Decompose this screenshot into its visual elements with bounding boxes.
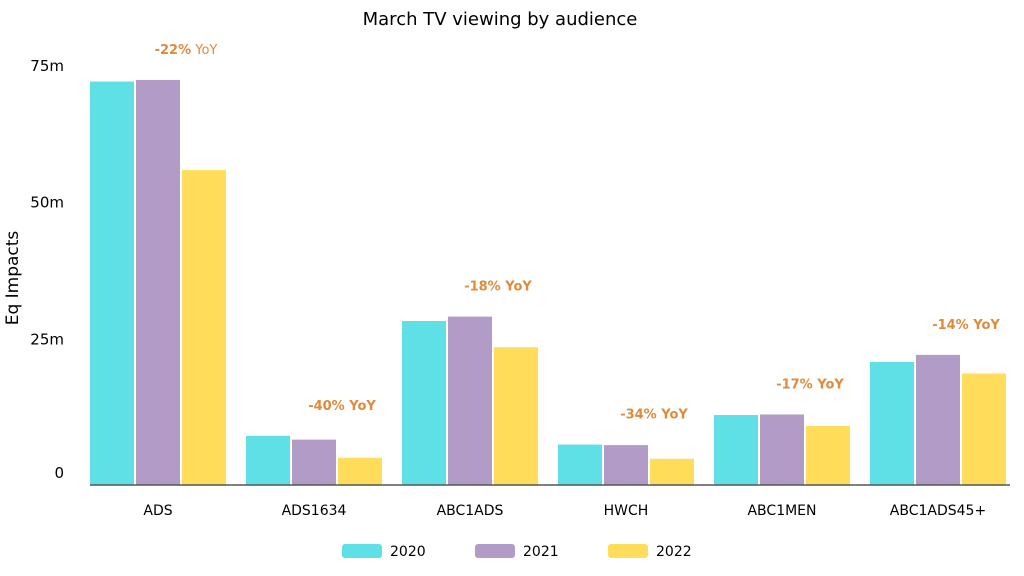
yoy-annotation: -22% YoY <box>155 43 218 58</box>
legend: 2020 2021 2022 <box>342 544 692 560</box>
category-label: ABC1ADS <box>437 503 504 519</box>
yoy-annotations: -22% YoY -40% YoY -18% YoY -34% YoY -17% YoY… <box>155 43 1001 423</box>
chart-title: March TV viewing by audience <box>363 9 638 30</box>
yoy-annotation: -34% YoY <box>620 408 688 423</box>
legend-swatch-2022 <box>608 544 648 558</box>
legend-label: 2022 <box>656 544 692 560</box>
bar-2022 <box>338 457 382 485</box>
y-axis-ticks: 0 25m 50m 75m <box>30 57 64 482</box>
category-label: HWCH <box>604 503 649 519</box>
bar-2022 <box>806 425 850 485</box>
yoy-annotation: -18% YoY <box>464 280 532 295</box>
category-label: ABC1ADS45+ <box>890 503 986 519</box>
bar-2020 <box>90 81 134 485</box>
bar-2021 <box>136 79 180 486</box>
bar-2022 <box>494 347 538 485</box>
bar-2021 <box>760 414 804 485</box>
category-label: ADS <box>143 503 172 519</box>
bar-2021 <box>292 439 336 485</box>
yoy-annotation: -17% YoY <box>776 377 844 392</box>
bar-2020 <box>246 435 290 485</box>
bar-2022 <box>962 373 1006 485</box>
bar-2020 <box>870 362 914 485</box>
category-labels: ADS ADS1634 ABC1ADS HWCH ABC1MEN ABC1ADS45+ <box>143 503 986 519</box>
y-tick-label: 75m <box>30 57 64 75</box>
bar-2021 <box>604 445 648 485</box>
y-tick-label: 25m <box>30 330 64 348</box>
bar-2022 <box>650 458 694 485</box>
y-tick-label: 0 <box>54 464 64 482</box>
bar-2020 <box>402 321 446 485</box>
legend-swatch-2021 <box>475 544 515 558</box>
legend-label: 2021 <box>523 544 559 560</box>
category-label: ADS1634 <box>282 503 347 519</box>
legend-swatch-2020 <box>342 544 382 558</box>
bars <box>90 79 1006 486</box>
y-tick-label: 50m <box>30 194 64 212</box>
bar-2022 <box>182 170 226 485</box>
yoy-annotation: -14% YoY <box>932 318 1000 333</box>
legend-label: 2020 <box>390 544 426 560</box>
bar-2020 <box>558 444 602 485</box>
category-label: ABC1MEN <box>747 503 816 519</box>
bar-2021 <box>916 354 960 485</box>
y-axis-label: Eq Impacts <box>3 231 23 326</box>
bar-2020 <box>714 415 758 485</box>
yoy-annotation: -40% YoY <box>308 399 376 414</box>
bar-2021 <box>448 316 492 485</box>
